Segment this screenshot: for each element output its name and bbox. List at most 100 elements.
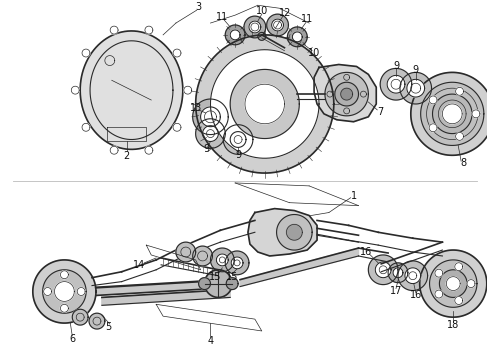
Text: 9: 9 (203, 144, 210, 154)
Polygon shape (110, 146, 118, 154)
Text: 9: 9 (413, 66, 419, 76)
Polygon shape (456, 132, 464, 140)
Polygon shape (145, 26, 153, 34)
Polygon shape (375, 262, 391, 278)
Polygon shape (184, 86, 192, 94)
Polygon shape (442, 104, 462, 124)
Text: 11: 11 (301, 14, 313, 24)
Polygon shape (429, 96, 437, 104)
Polygon shape (230, 132, 246, 147)
Polygon shape (429, 124, 437, 132)
Polygon shape (456, 87, 464, 95)
Text: 9: 9 (235, 150, 241, 160)
Polygon shape (43, 270, 86, 313)
Polygon shape (60, 304, 68, 312)
Polygon shape (361, 91, 367, 97)
Polygon shape (343, 75, 350, 80)
Polygon shape (244, 16, 266, 38)
Polygon shape (245, 84, 285, 124)
Text: 5: 5 (106, 322, 112, 332)
Polygon shape (387, 75, 405, 93)
Polygon shape (271, 19, 284, 31)
Text: 13: 13 (190, 103, 202, 113)
Polygon shape (176, 242, 196, 262)
Polygon shape (467, 280, 475, 288)
Polygon shape (314, 64, 376, 122)
Polygon shape (230, 30, 240, 40)
Text: 14: 14 (133, 260, 146, 270)
Polygon shape (393, 268, 403, 278)
Polygon shape (80, 31, 183, 149)
Polygon shape (325, 72, 368, 116)
Polygon shape (33, 260, 96, 323)
Polygon shape (455, 263, 463, 271)
Polygon shape (204, 270, 232, 297)
Polygon shape (102, 289, 230, 305)
Text: 4: 4 (207, 336, 214, 346)
Polygon shape (77, 288, 85, 296)
Polygon shape (288, 27, 307, 47)
Polygon shape (217, 254, 228, 266)
Polygon shape (398, 261, 428, 291)
Text: 16: 16 (360, 247, 372, 257)
Polygon shape (110, 26, 118, 34)
Polygon shape (430, 260, 477, 307)
Polygon shape (225, 25, 245, 45)
Polygon shape (472, 110, 480, 118)
Polygon shape (173, 123, 181, 131)
Polygon shape (72, 86, 79, 94)
Text: 15: 15 (209, 272, 221, 282)
Polygon shape (225, 251, 249, 275)
Polygon shape (96, 280, 230, 296)
Polygon shape (276, 215, 312, 250)
Polygon shape (89, 313, 105, 329)
Polygon shape (258, 32, 266, 40)
Polygon shape (230, 69, 299, 139)
Polygon shape (341, 88, 353, 100)
Polygon shape (388, 263, 408, 283)
Text: 2: 2 (123, 151, 130, 161)
Polygon shape (455, 297, 463, 305)
Polygon shape (335, 82, 359, 106)
Polygon shape (435, 269, 443, 277)
Polygon shape (411, 72, 490, 155)
Polygon shape (293, 32, 302, 42)
Text: 11: 11 (216, 12, 228, 22)
Polygon shape (200, 107, 220, 127)
Text: 16: 16 (410, 291, 422, 301)
Text: 17: 17 (390, 287, 402, 297)
Polygon shape (405, 268, 421, 284)
Polygon shape (73, 309, 88, 325)
Polygon shape (193, 246, 213, 266)
Polygon shape (82, 123, 90, 131)
Text: 10: 10 (308, 48, 320, 58)
Polygon shape (343, 108, 350, 114)
Polygon shape (368, 255, 398, 285)
Polygon shape (267, 14, 289, 36)
Polygon shape (211, 248, 234, 272)
Text: 6: 6 (69, 334, 75, 344)
Polygon shape (198, 278, 211, 289)
Polygon shape (433, 94, 472, 134)
Polygon shape (82, 49, 90, 57)
Polygon shape (211, 50, 319, 158)
Polygon shape (421, 82, 484, 145)
Text: 9: 9 (393, 62, 399, 72)
Polygon shape (54, 282, 74, 301)
Polygon shape (60, 271, 68, 279)
Text: 18: 18 (447, 320, 459, 330)
Polygon shape (248, 208, 317, 256)
Polygon shape (193, 99, 228, 135)
Polygon shape (249, 21, 261, 33)
Polygon shape (446, 277, 460, 291)
Polygon shape (196, 119, 225, 148)
Polygon shape (44, 288, 51, 296)
Text: 3: 3 (196, 2, 202, 12)
Polygon shape (196, 35, 334, 173)
Text: 15: 15 (226, 272, 238, 282)
Polygon shape (231, 257, 243, 269)
Polygon shape (327, 91, 333, 97)
Polygon shape (440, 270, 467, 297)
Polygon shape (435, 290, 443, 298)
Polygon shape (173, 49, 181, 57)
